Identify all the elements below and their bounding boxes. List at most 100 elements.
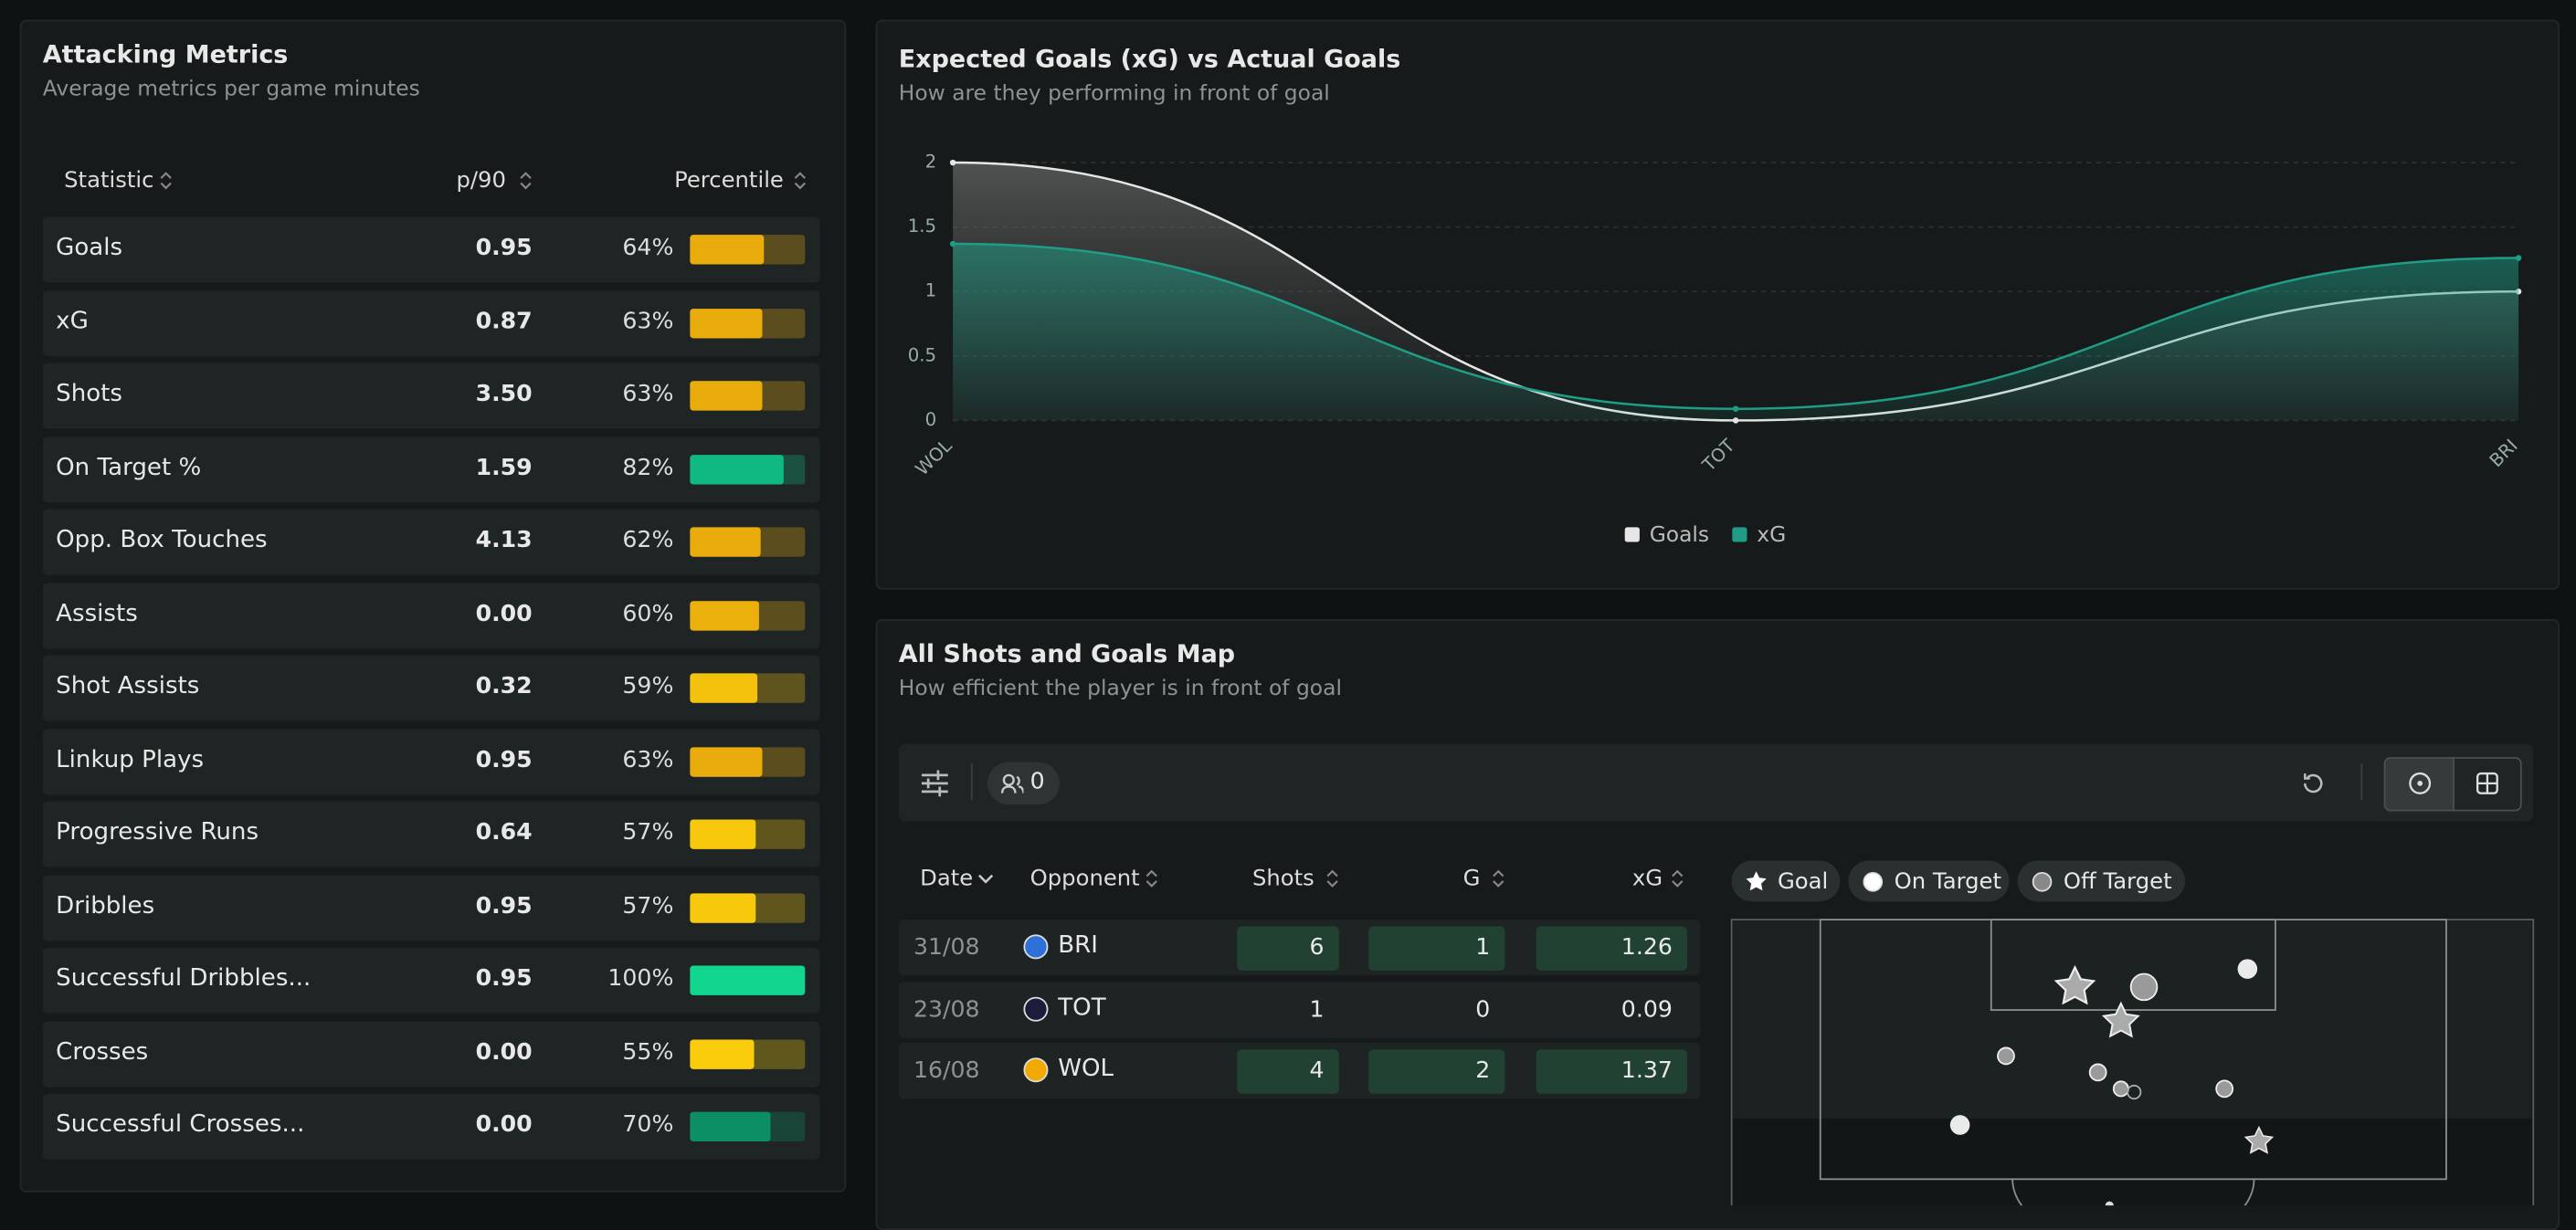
column-header: Statistic [64, 167, 154, 194]
column-header: xG [1631, 865, 1663, 892]
team-badge [1023, 995, 1049, 1021]
x-tick-label: TOT [1698, 435, 1740, 477]
panel-title: Expected Goals (xG) vs Actual Goals [898, 44, 1401, 74]
toolbar: 0 [898, 743, 2534, 822]
metric-p90: 0.32 [475, 673, 533, 700]
players-count: 0 [1029, 768, 1045, 795]
percentile-label: 63% [622, 308, 674, 334]
players-filter[interactable]: 0 [987, 762, 1061, 805]
sort-icon[interactable] [158, 171, 174, 191]
percentile-label: 70% [622, 1111, 674, 1139]
panel-subtitle: Average metrics per game minutes [42, 77, 420, 102]
percentile-label: 63% [622, 381, 674, 408]
reset-button[interactable] [2298, 769, 2328, 798]
match-row [898, 981, 1701, 1037]
y-tick-label: 0 [925, 409, 937, 430]
match-opponent: TOT [1058, 993, 1106, 1021]
match-date: 23/08 [913, 995, 980, 1023]
percentile-bar [690, 819, 756, 849]
panel-title: All Shots and Goals Map [898, 638, 1236, 668]
metric-label: xG [56, 308, 89, 334]
legend-label: xG [1757, 521, 1786, 547]
legend-pill[interactable]: On Target [1848, 860, 2010, 902]
sort-icon[interactable] [1669, 868, 1685, 888]
panel-subtitle: How efficient the player is in front of … [898, 676, 1342, 701]
shot-map [1730, 919, 2535, 1206]
percentile-label: 57% [622, 892, 674, 920]
legend-swatch [1624, 527, 1640, 542]
match-shots: 4 [1309, 1057, 1325, 1085]
pitch-view-button[interactable] [2383, 757, 2456, 812]
legend-pill[interactable]: Goal [1731, 860, 1841, 902]
dashboard: Attacking Metrics Average metrics per ga… [19, 19, 2560, 1230]
column-header: Date [920, 865, 974, 892]
legend-swatch [1732, 527, 1747, 542]
highlight-cell [1237, 1049, 1339, 1094]
metric-p90: 0.00 [475, 1111, 533, 1139]
y-tick-label: 2 [925, 152, 937, 173]
team-badge [1023, 934, 1049, 960]
legend-label: Goal [1777, 868, 1829, 896]
metric-p90: 0.87 [475, 308, 533, 334]
point [1732, 405, 1739, 412]
metric-p90: 1.59 [475, 454, 533, 481]
metric-label: Successful Crosses... [56, 1111, 305, 1139]
percentile-bar [690, 1111, 771, 1141]
sort-icon[interactable] [977, 868, 994, 888]
percentile-label: 63% [622, 746, 674, 773]
metric-p90: 4.13 [475, 527, 533, 554]
metric-label: Successful Dribbles... [56, 965, 311, 993]
grid-view-button[interactable] [2453, 757, 2522, 812]
match-xg: 0.09 [1621, 995, 1673, 1023]
sort-icon[interactable] [1144, 868, 1160, 888]
legend-pill[interactable]: Off Target [2017, 860, 2186, 902]
highlight-cell [1237, 926, 1339, 971]
metric-p90: 0.00 [475, 600, 533, 627]
percentile-label: 55% [622, 1038, 674, 1066]
metric-label: Shots [56, 381, 123, 408]
match-goals: 1 [1475, 934, 1491, 962]
metric-p90: 3.50 [475, 381, 533, 408]
percentile-bar [690, 235, 764, 265]
column-header: Shots [1251, 865, 1314, 892]
page: Attacking Metrics Average metrics per ga… [19, 19, 2560, 1230]
highlight-cell [1368, 926, 1505, 971]
column-header: p/90 [456, 167, 506, 194]
metric-label: Assists [56, 600, 138, 627]
metric-label: Progressive Runs [56, 819, 259, 846]
x-tick-label: WOL [912, 435, 956, 479]
percentile-label: 60% [622, 600, 674, 627]
metric-p90: 0.95 [475, 892, 533, 920]
y-tick-label: 1 [925, 280, 937, 301]
match-opponent: BRI [1058, 932, 1098, 960]
column-header: G [1462, 865, 1481, 892]
percentile-label: 100% [607, 965, 674, 993]
metric-label: Shot Assists [56, 673, 200, 700]
column-header: Opponent [1029, 865, 1140, 892]
percentile-bar [690, 381, 763, 411]
highlight-cell [1536, 1049, 1688, 1094]
metric-label: Crosses [56, 1038, 149, 1066]
point [2515, 255, 2522, 261]
filter-button[interactable] [918, 767, 951, 800]
sort-icon[interactable] [518, 171, 534, 191]
percentile-bar [690, 1038, 754, 1068]
xg-chart: 0 0.5 1 1.5 2 WOL TOT BRI Goals xG [908, 152, 2522, 547]
point [949, 240, 956, 247]
metric-label: Dribbles [56, 892, 155, 920]
sort-icon[interactable] [792, 171, 808, 191]
column-header: Percentile [674, 167, 784, 194]
metric-label: On Target % [56, 454, 202, 481]
percentile-bar [690, 965, 806, 995]
percentile-bar [690, 746, 763, 776]
metric-p90: 0.95 [475, 746, 533, 773]
percentile-bar [690, 308, 763, 338]
percentile-bar [690, 527, 762, 557]
match-xg: 1.26 [1621, 934, 1673, 962]
metric-p90: 0.95 [475, 965, 533, 993]
percentile-bar [690, 600, 759, 630]
sort-icon[interactable] [1490, 868, 1506, 888]
match-opponent: WOL [1058, 1056, 1114, 1083]
match-goals: 2 [1475, 1057, 1491, 1085]
sort-icon[interactable] [1325, 868, 1341, 888]
